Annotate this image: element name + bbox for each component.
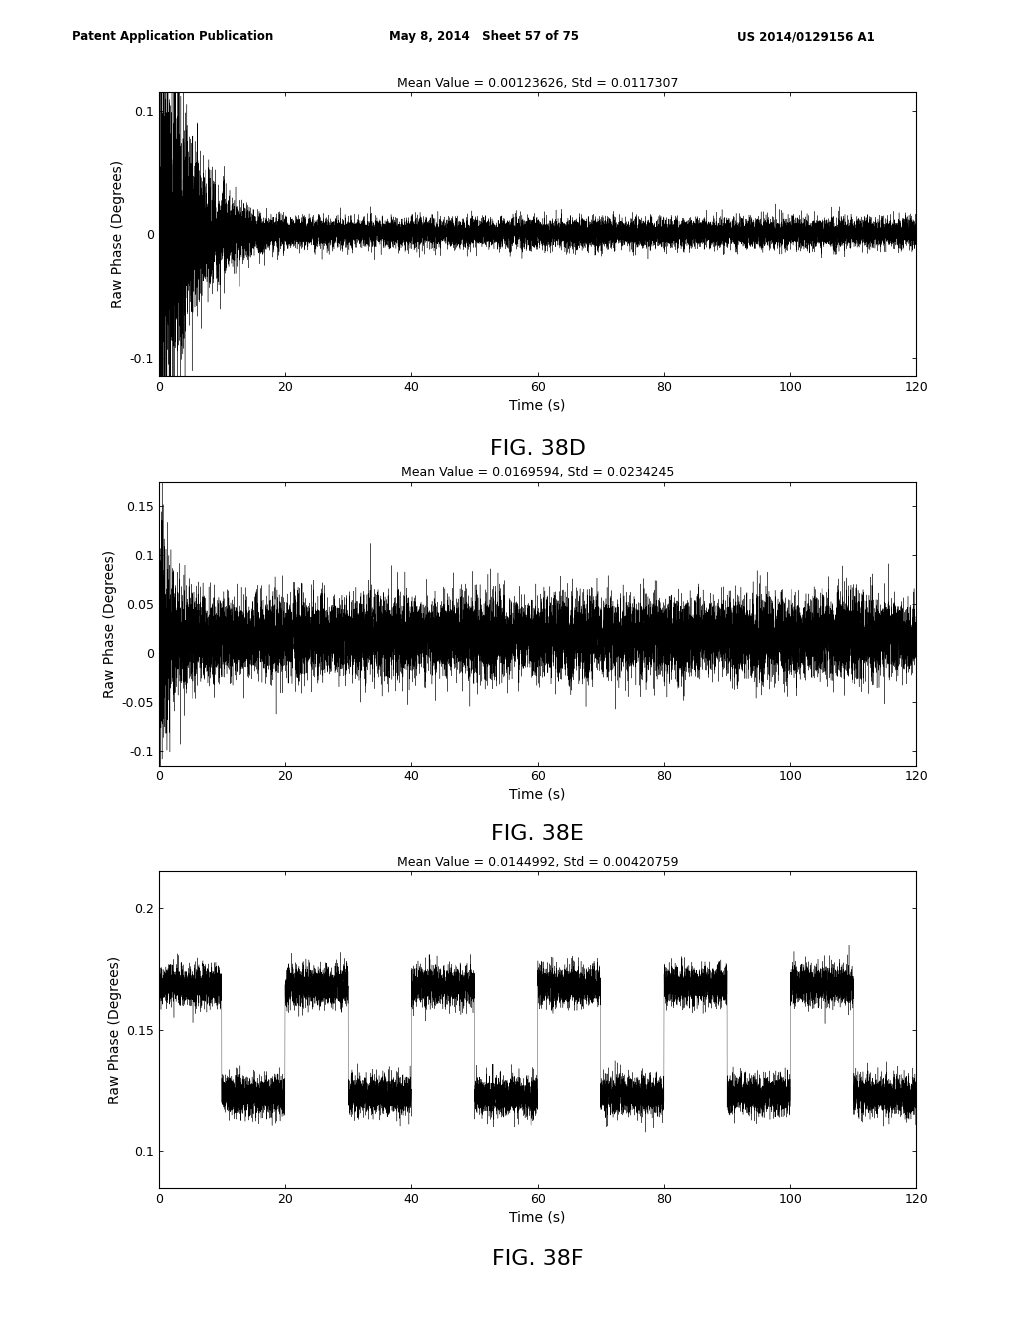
- X-axis label: Time (s): Time (s): [509, 399, 566, 412]
- Y-axis label: Raw Phase (Degrees): Raw Phase (Degrees): [103, 549, 117, 698]
- Text: FIG. 38D: FIG. 38D: [489, 438, 586, 459]
- Text: Patent Application Publication: Patent Application Publication: [72, 30, 273, 44]
- Text: May 8, 2014   Sheet 57 of 75: May 8, 2014 Sheet 57 of 75: [389, 30, 580, 44]
- Y-axis label: Raw Phase (Degrees): Raw Phase (Degrees): [112, 160, 125, 309]
- Text: FIG. 38F: FIG. 38F: [492, 1249, 584, 1270]
- Title: Mean Value = 0.0144992, Std = 0.00420759: Mean Value = 0.0144992, Std = 0.00420759: [397, 855, 678, 869]
- Title: Mean Value = 0.00123626, Std = 0.0117307: Mean Value = 0.00123626, Std = 0.0117307: [397, 77, 678, 90]
- Text: US 2014/0129156 A1: US 2014/0129156 A1: [737, 30, 876, 44]
- X-axis label: Time (s): Time (s): [509, 788, 566, 801]
- X-axis label: Time (s): Time (s): [509, 1210, 566, 1224]
- Title: Mean Value = 0.0169594, Std = 0.0234245: Mean Value = 0.0169594, Std = 0.0234245: [401, 466, 674, 479]
- Y-axis label: Raw Phase (Degrees): Raw Phase (Degrees): [108, 956, 122, 1104]
- Text: FIG. 38E: FIG. 38E: [492, 824, 584, 845]
